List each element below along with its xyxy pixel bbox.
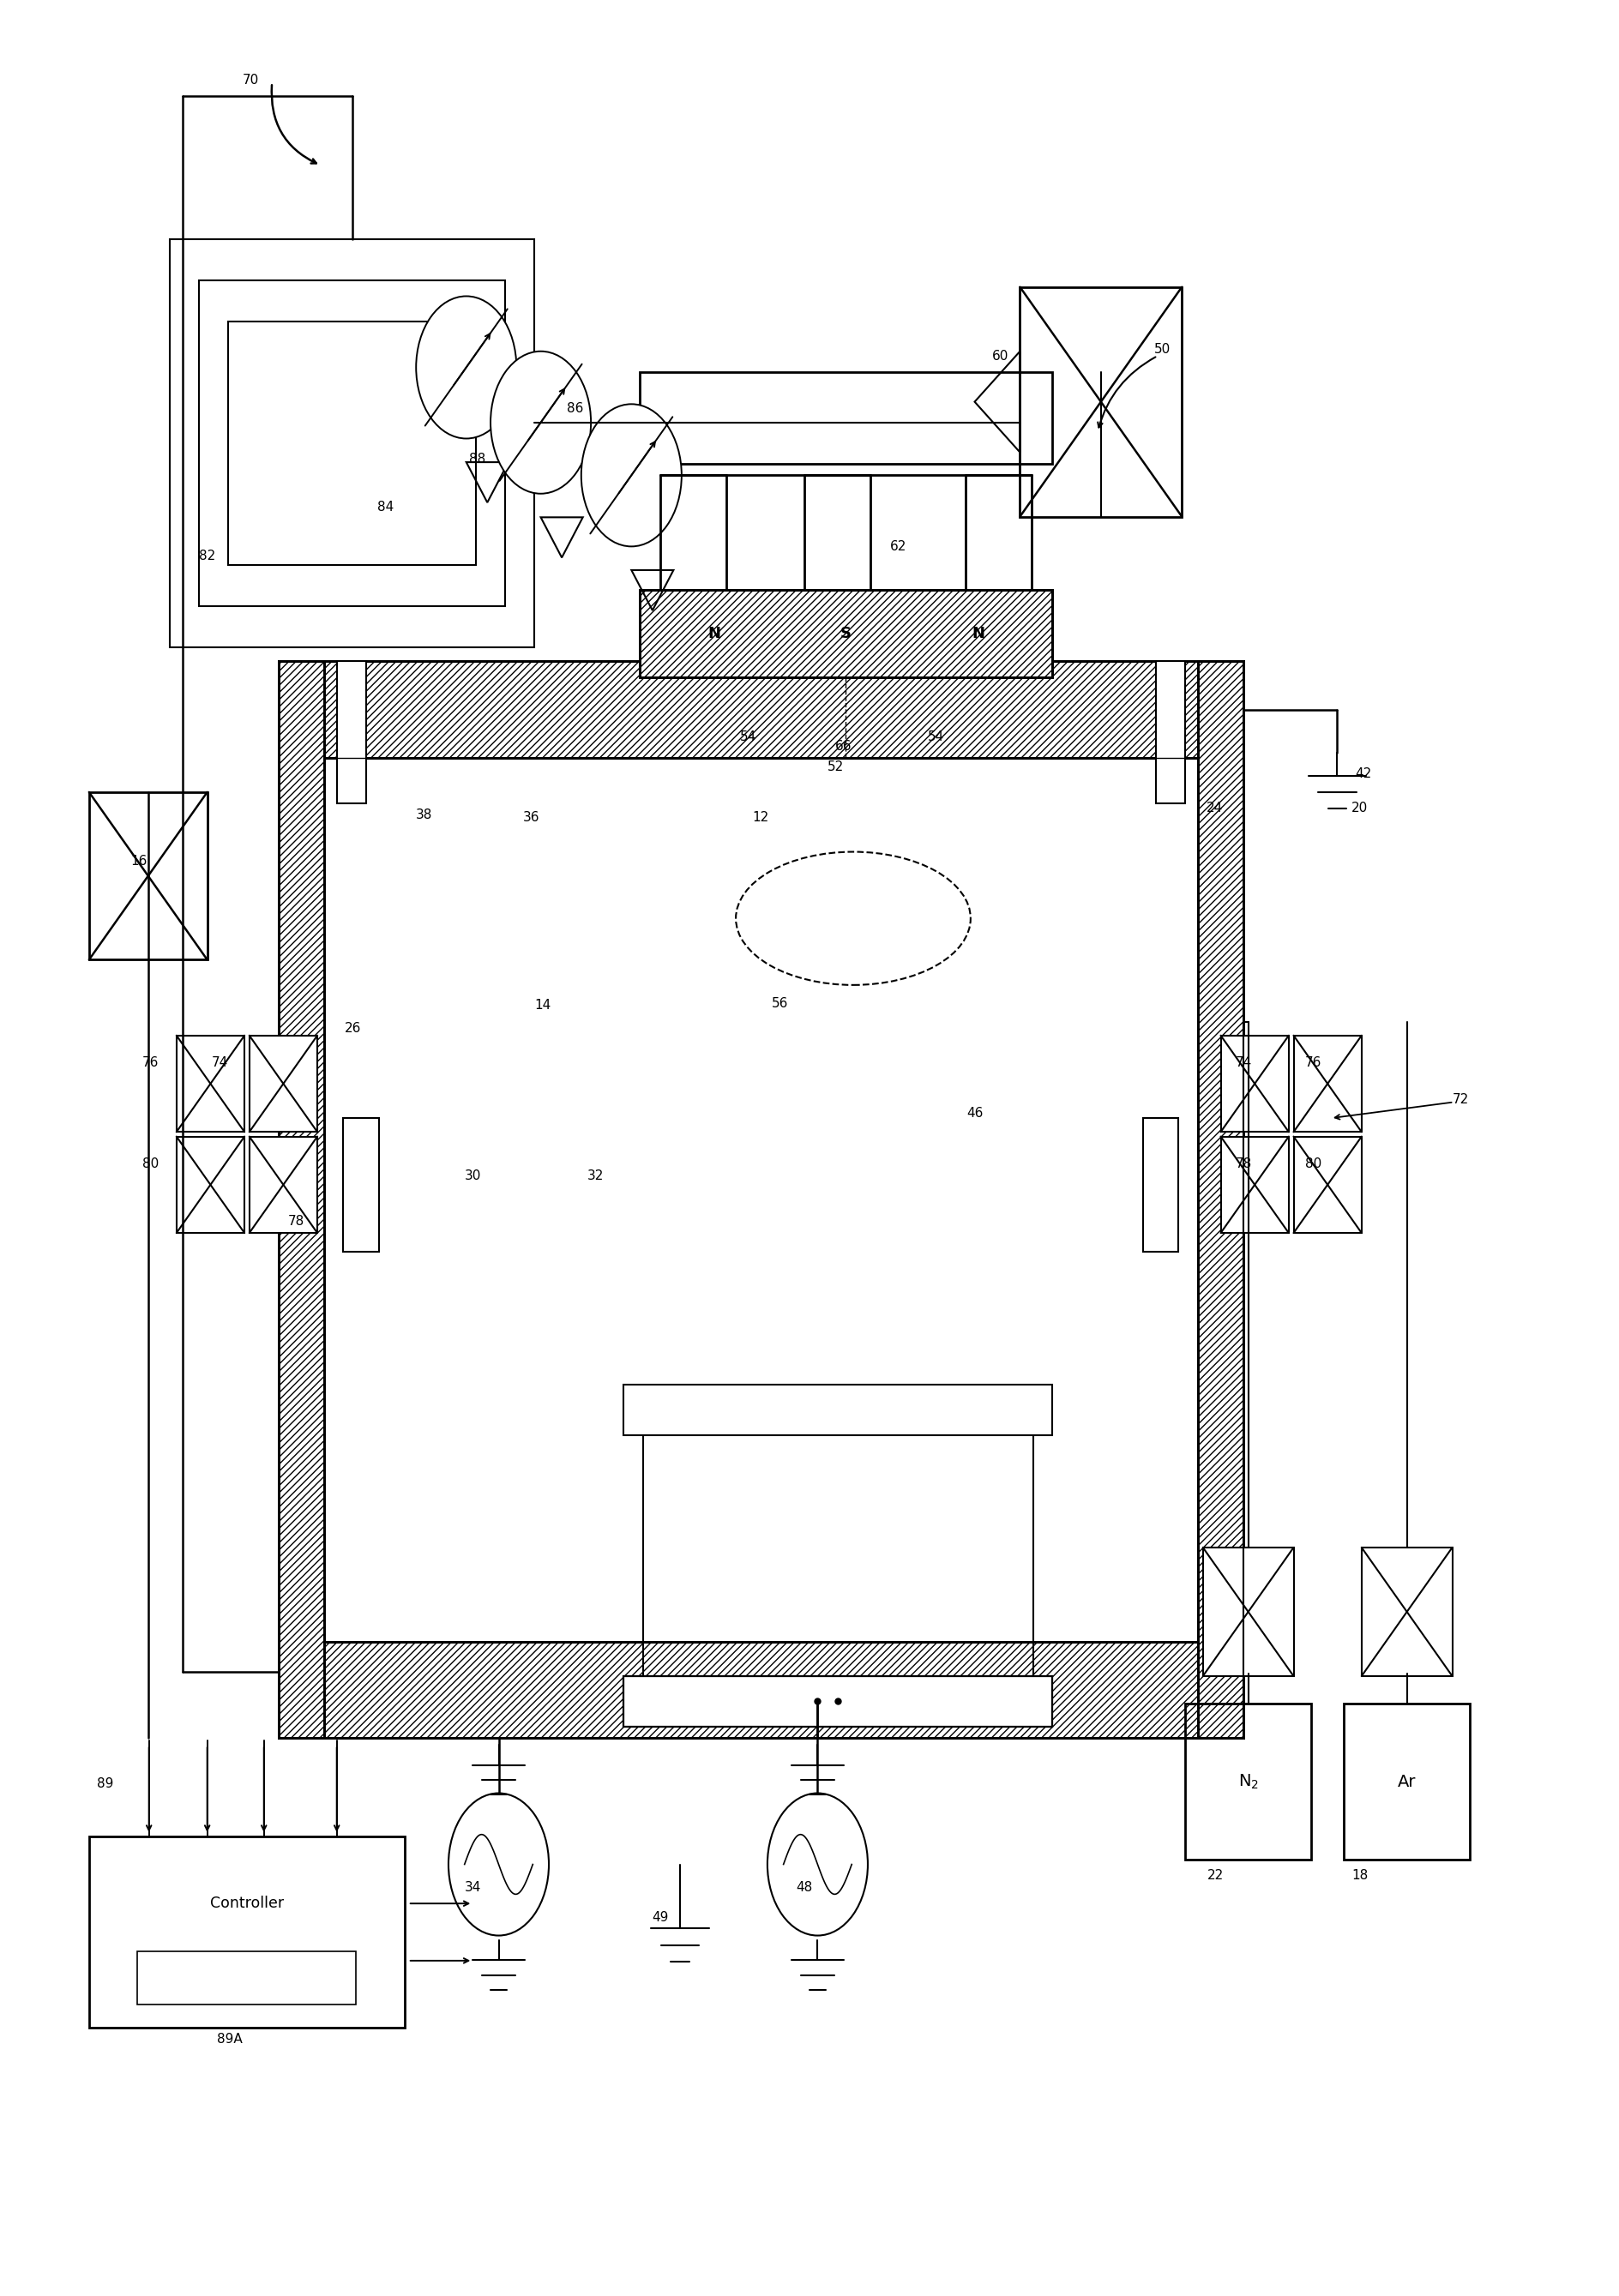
Bar xyxy=(1294,1035,1362,1132)
Bar xyxy=(89,1837,405,2027)
Text: 46: 46 xyxy=(967,1107,983,1120)
Text: Controller: Controller xyxy=(210,1896,283,1910)
Bar xyxy=(278,1642,1243,1738)
Text: 54: 54 xyxy=(740,730,756,744)
Text: 16: 16 xyxy=(131,854,147,868)
Text: 70: 70 xyxy=(243,73,259,87)
Text: 24: 24 xyxy=(1206,801,1222,815)
Bar xyxy=(1221,1137,1289,1233)
Bar xyxy=(1294,1137,1362,1233)
Text: 78: 78 xyxy=(1235,1157,1251,1171)
Bar xyxy=(337,661,366,804)
Text: N: N xyxy=(708,627,720,641)
Text: N: N xyxy=(971,627,984,641)
Bar xyxy=(228,321,476,565)
Bar xyxy=(278,1642,1243,1738)
Text: 89: 89 xyxy=(97,1777,113,1791)
Text: 38: 38 xyxy=(416,808,432,822)
Text: 76: 76 xyxy=(1305,1056,1321,1070)
Circle shape xyxy=(581,404,682,546)
Text: 32: 32 xyxy=(588,1169,604,1182)
Text: 82: 82 xyxy=(199,549,215,563)
Bar xyxy=(623,1676,1052,1727)
Bar xyxy=(249,1035,317,1132)
Bar xyxy=(623,1676,1052,1727)
Bar xyxy=(278,661,1243,758)
Bar xyxy=(176,1137,244,1233)
Text: 26: 26 xyxy=(345,1022,361,1035)
Text: 72: 72 xyxy=(1452,1093,1468,1107)
Bar xyxy=(199,280,505,606)
Text: 50: 50 xyxy=(1154,342,1171,356)
Bar xyxy=(1362,1548,1452,1676)
Text: Ar: Ar xyxy=(1397,1773,1417,1791)
Text: 74: 74 xyxy=(1235,1056,1251,1070)
Bar xyxy=(138,1952,356,2004)
Text: 18: 18 xyxy=(1352,1869,1368,1883)
Bar xyxy=(278,661,324,1738)
Bar xyxy=(1198,661,1243,1738)
Text: 30: 30 xyxy=(465,1169,481,1182)
Bar xyxy=(1344,1704,1470,1860)
Bar xyxy=(1221,1035,1289,1132)
Circle shape xyxy=(767,1793,868,1936)
Bar xyxy=(343,1118,379,1251)
Text: 89A: 89A xyxy=(217,2032,243,2046)
Text: 84: 84 xyxy=(377,501,393,514)
Bar xyxy=(640,590,1052,677)
Text: 48: 48 xyxy=(797,1880,813,1894)
Text: 52: 52 xyxy=(827,760,843,774)
Text: 49: 49 xyxy=(652,1910,669,1924)
Bar xyxy=(176,1035,244,1132)
Text: 74: 74 xyxy=(212,1056,228,1070)
Circle shape xyxy=(491,351,591,494)
Bar xyxy=(1156,661,1185,804)
Text: 54: 54 xyxy=(928,730,944,744)
Bar xyxy=(640,372,1052,464)
Bar xyxy=(89,792,207,960)
Bar xyxy=(249,1137,317,1233)
Text: 66: 66 xyxy=(835,739,852,753)
Bar xyxy=(1185,1704,1311,1860)
Bar xyxy=(1203,1548,1294,1676)
Text: 14: 14 xyxy=(534,999,550,1013)
Text: 20: 20 xyxy=(1352,801,1368,815)
Text: 78: 78 xyxy=(288,1215,304,1228)
Bar xyxy=(1020,287,1182,517)
Text: 80: 80 xyxy=(142,1157,159,1171)
Bar xyxy=(1143,1118,1179,1251)
Text: 60: 60 xyxy=(992,349,1009,363)
Text: 80: 80 xyxy=(1305,1157,1321,1171)
Text: 86: 86 xyxy=(567,402,583,416)
Text: 88: 88 xyxy=(470,452,486,466)
Bar xyxy=(170,239,534,647)
Bar xyxy=(1198,661,1243,1738)
Text: 12: 12 xyxy=(753,810,769,824)
Circle shape xyxy=(416,296,516,439)
Text: 62: 62 xyxy=(890,540,907,553)
Bar xyxy=(640,590,1052,677)
Text: N$_2$: N$_2$ xyxy=(1239,1773,1258,1791)
Text: 76: 76 xyxy=(142,1056,159,1070)
Bar xyxy=(278,661,324,1738)
Text: 42: 42 xyxy=(1355,767,1371,781)
Bar xyxy=(623,1676,1052,1727)
Text: 56: 56 xyxy=(772,996,788,1010)
Text: 36: 36 xyxy=(523,810,539,824)
Text: 22: 22 xyxy=(1208,1869,1224,1883)
Text: S: S xyxy=(840,627,852,641)
Circle shape xyxy=(448,1793,549,1936)
Bar xyxy=(623,1384,1052,1435)
Text: 34: 34 xyxy=(465,1880,481,1894)
Bar xyxy=(278,661,1243,758)
